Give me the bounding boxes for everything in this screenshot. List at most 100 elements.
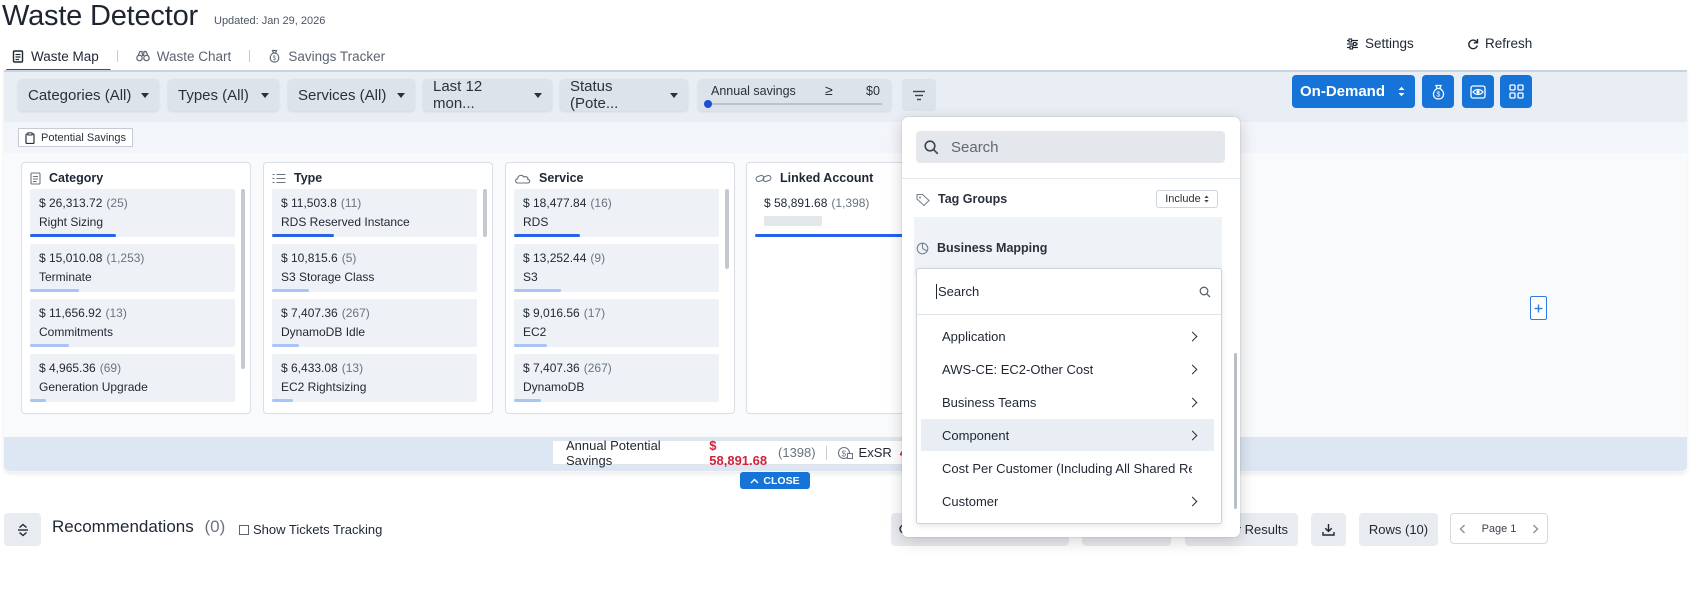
card-row[interactable]: $ 11,656.92 (13) Commitments <box>30 299 235 347</box>
card-row[interactable]: $ 10,815.6 (5) S3 Storage Class <box>272 244 477 292</box>
dropdown-label: Last 12 mon... <box>433 78 483 112</box>
pricing-mode-select[interactable]: On-Demand <box>1292 75 1415 108</box>
row-amount: $ 26,313.72 (25) <box>39 196 235 210</box>
business-mapping-option[interactable]: Component <box>921 419 1214 451</box>
count-value: (267) <box>341 306 370 320</box>
card-row[interactable]: $ 15,010.08 (1,253) Terminate <box>30 244 235 292</box>
business-mapping-option[interactable]: Cost Per Customer (Including All Shared … <box>921 452 1214 484</box>
show-tickets-label: Show Tickets Tracking <box>253 522 383 537</box>
card-row[interactable]: $ 7,407.36 (267) DynamoDB Idle <box>272 299 477 347</box>
card-row[interactable]: $ 7,407.36 (267) DynamoDB <box>514 354 719 402</box>
more-filters-button[interactable] <box>902 79 936 111</box>
categories-dropdown[interactable]: Categories (All) <box>18 79 159 111</box>
caret-down-icon <box>261 92 269 98</box>
row-amount: $ 7,407.36 (267) <box>523 361 719 375</box>
settings-button[interactable]: Settings <box>1346 36 1414 51</box>
tickets-checkbox[interactable] <box>239 524 249 535</box>
card-scrollbar[interactable] <box>241 189 245 369</box>
card-scrollbar[interactable] <box>483 189 487 237</box>
plus-icon <box>1534 304 1543 313</box>
potential-savings-badge[interactable]: Potential Savings <box>18 128 133 147</box>
card-row[interactable]: $ 9,016.56 (17) EC2 <box>514 299 719 347</box>
include-label: Include <box>1165 193 1201 205</box>
tab-waste-chart[interactable]: Waste Chart <box>128 40 240 72</box>
summary-label: Annual Potential Savings <box>566 437 661 468</box>
card-row[interactable]: $ 4,965.36 (69) Generation Upgrade <box>30 354 235 402</box>
tab-waste-map[interactable]: Waste Map <box>4 40 111 72</box>
cloud-icon <box>514 173 531 184</box>
count-value: (25) <box>106 196 128 210</box>
card-scrollbar[interactable] <box>725 189 729 269</box>
services-dropdown[interactable]: Services (All) <box>288 79 415 111</box>
row-label: S3 Storage Class <box>281 270 375 284</box>
refresh-button[interactable]: Refresh <box>1467 36 1532 51</box>
types-dropdown[interactable]: Types (All) <box>168 79 279 111</box>
savings-view-button[interactable]: $ <box>1422 75 1454 108</box>
row-label: EC2 Rightsizing <box>281 380 367 394</box>
business-mapping-item[interactable]: Business Mapping <box>916 241 1047 255</box>
operator-select[interactable]: ≥ <box>825 82 833 98</box>
annual-potential-savings-summary: Annual Potential Savings $ 58,891.68 (13… <box>552 437 908 468</box>
sort-arrows-icon <box>1204 195 1209 203</box>
recommendations-count: (0) <box>204 517 226 536</box>
card-row[interactable]: $ 58,891.68 (1,398) <box>755 189 905 237</box>
tab-savings-tracker[interactable]: $ Savings Tracker <box>260 40 393 72</box>
row-amount: $ 58,891.68 (1,398) <box>764 196 900 210</box>
service-card: Service $ 18,477.84 (16) RDS $ 13,252.44 (9)… <box>505 162 735 414</box>
savings-share-bar <box>272 399 293 402</box>
card-row[interactable]: $ 11,503.8 (11) RDS Reserved Instance <box>272 189 477 237</box>
savings-share-bar <box>30 344 69 347</box>
popup-scrollbar[interactable] <box>1234 353 1237 509</box>
download-button[interactable] <box>1311 513 1346 546</box>
business-mapping-option[interactable]: Application <box>921 320 1214 352</box>
close-label: CLOSE <box>763 474 800 487</box>
card-row[interactable]: $ 26,313.72 (25) Right Sizing <box>30 189 235 237</box>
money-bag-icon: $ <box>1431 84 1446 100</box>
savings-share-bar <box>30 289 79 292</box>
row-label: Generation Upgrade <box>39 380 148 394</box>
next-page-button[interactable] <box>1532 524 1539 534</box>
chevron-right-icon <box>1187 496 1198 506</box>
savings-share-bar <box>514 399 541 402</box>
savings-slider-handle[interactable] <box>704 100 712 108</box>
dropdown-label: Services (All) <box>298 86 387 104</box>
card-row[interactable]: $ 6,433.08 (13) EC2 Rightsizing <box>272 354 477 402</box>
submenu-search-input[interactable]: Search <box>917 269 1221 315</box>
tag-groups-item[interactable]: Tag Groups <box>916 192 1007 206</box>
collapse-toggle-button[interactable] <box>4 513 41 546</box>
business-mapping-option[interactable]: Business Teams <box>921 386 1214 418</box>
status-dropdown[interactable]: Status (Pote... <box>560 78 688 112</box>
include-select[interactable]: Include <box>1156 190 1218 208</box>
card-row[interactable]: $ 18,477.84 (16) RDS <box>514 189 719 237</box>
popup-search-input[interactable]: Search <box>916 131 1225 163</box>
summary-count: (1398) <box>778 445 816 460</box>
row-label: DynamoDB <box>523 380 585 394</box>
money-bag-icon: $ <box>268 49 281 63</box>
pagination: Page 1 <box>1450 513 1548 544</box>
visibility-button[interactable] <box>1462 75 1494 108</box>
prev-page-button[interactable] <box>1459 524 1466 534</box>
card-header: Service <box>514 171 583 185</box>
amount-value: $ 7,407.36 <box>281 306 338 320</box>
rows-per-page-select[interactable]: Rows (10) <box>1359 513 1438 546</box>
amount-value: $ 7,407.36 <box>523 361 580 375</box>
period-dropdown[interactable]: Last 12 mon... <box>423 78 552 112</box>
grid-view-button[interactable] <box>1500 75 1532 108</box>
close-panel-button[interactable]: CLOSE <box>740 472 810 489</box>
savings-slider-track[interactable] <box>707 103 882 105</box>
row-amount: $ 4,965.36 (69) <box>39 361 235 375</box>
add-widget-button[interactable] <box>1530 296 1547 320</box>
annual-savings-value[interactable]: $0 <box>866 84 880 98</box>
count-value: (9) <box>590 251 606 265</box>
row-label: RDS <box>523 215 549 229</box>
download-icon <box>1322 523 1335 536</box>
tab-label: Savings Tracker <box>288 48 386 64</box>
tab-label: Waste Map <box>31 48 99 64</box>
business-mapping-option[interactable]: Customer <box>921 485 1214 517</box>
card-row[interactable]: $ 13,252.44 (9) S3 <box>514 244 719 292</box>
business-mapping-option[interactable]: AWS-CE: EC2-Other Cost <box>921 353 1214 385</box>
card-title: Service <box>539 171 584 185</box>
page-indicator: Page 1 <box>1481 522 1517 535</box>
settings-label: Settings <box>1365 36 1414 51</box>
show-tickets-tracking[interactable]: Show Tickets Tracking <box>239 522 382 537</box>
